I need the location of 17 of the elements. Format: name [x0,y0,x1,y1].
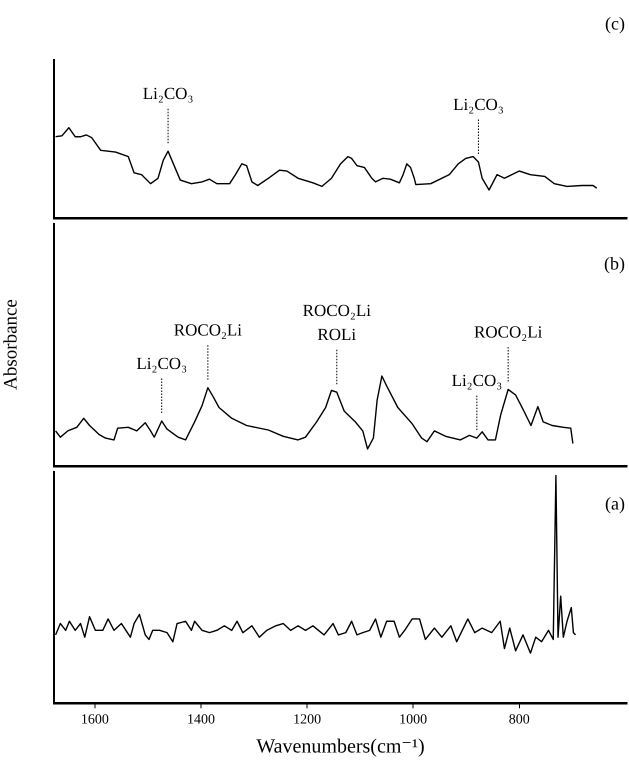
x-tick-label: 1400 [186,712,215,728]
annotation: ROCO₂Li [474,322,543,342]
chart-title: (b) [604,254,625,274]
x-tick-label: 1600 [80,712,109,728]
x-tick-label: 800 [508,712,530,728]
annotation: Li₂CO₃ [452,371,502,390]
annotation: ROCO₂Li ROLi [302,301,372,344]
y-axis-title: Absorbance [0,299,22,390]
text: (a) [605,494,625,514]
annotation: ROCO₂Li [174,320,242,340]
annotation: Li₂CO₃ [142,84,194,104]
annotation: Li₂CO₃ [453,94,504,114]
annotation: Li₂CO₃ [136,354,188,373]
x-tick-label: 1000 [399,712,428,728]
chart-title: (c) [605,14,625,34]
x-tick-label: 1200 [293,712,322,728]
x-axis-title: Wavenumbers(cm⁻¹) [256,735,425,758]
